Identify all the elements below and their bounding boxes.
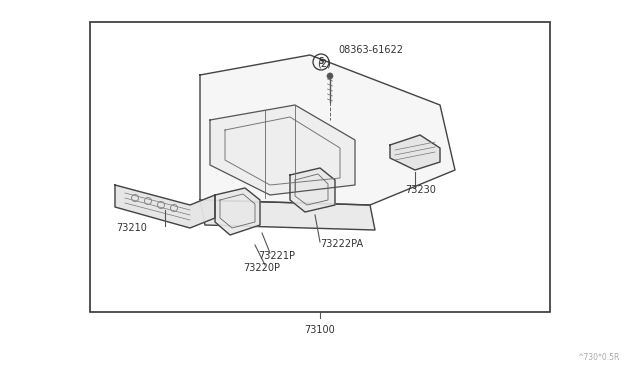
Polygon shape: [290, 168, 335, 212]
Polygon shape: [215, 188, 260, 235]
Text: S: S: [318, 58, 324, 67]
Polygon shape: [390, 135, 440, 170]
Text: 73221P: 73221P: [258, 251, 295, 261]
Text: 73210: 73210: [116, 223, 147, 233]
Text: 73222PA: 73222PA: [320, 239, 363, 249]
Text: 73220P: 73220P: [243, 263, 280, 273]
Text: ^730*0.5R: ^730*0.5R: [578, 353, 620, 362]
Polygon shape: [200, 55, 455, 205]
Polygon shape: [200, 200, 375, 230]
Text: 08363-61622: 08363-61622: [338, 45, 403, 55]
Polygon shape: [210, 105, 355, 195]
Text: (2): (2): [317, 58, 331, 68]
Text: 73230: 73230: [405, 185, 436, 195]
Bar: [90, 22, 550, 312]
Circle shape: [327, 73, 333, 79]
Text: 73100: 73100: [305, 325, 335, 335]
Polygon shape: [115, 185, 215, 228]
